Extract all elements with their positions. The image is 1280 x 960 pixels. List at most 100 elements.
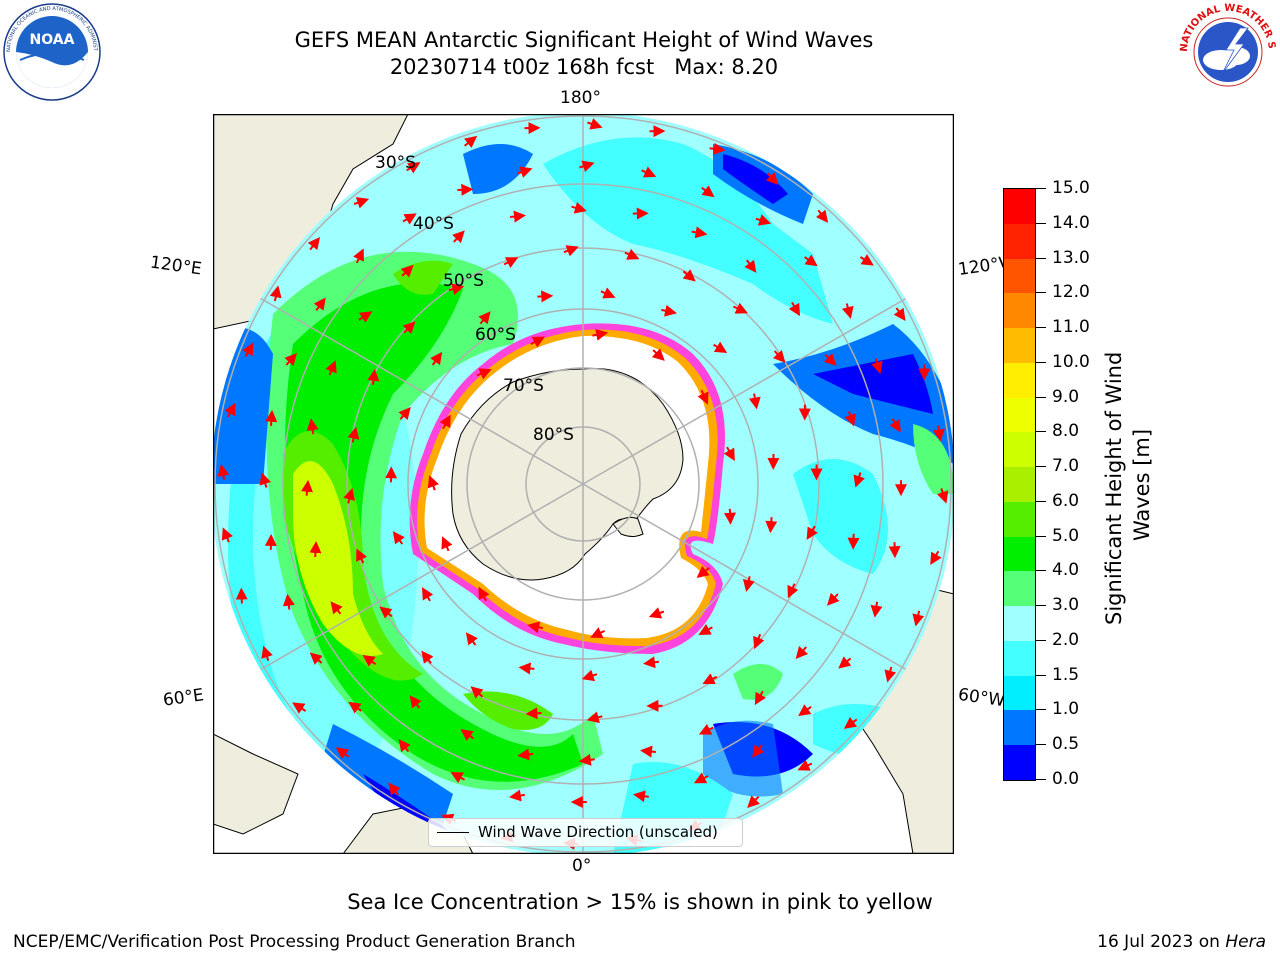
wind-wave-arrow xyxy=(713,341,728,354)
wind-wave-arrow xyxy=(525,707,542,720)
wind-wave-arrow xyxy=(747,795,760,809)
wind-wave-arrow xyxy=(421,650,434,664)
wind-wave-arrow xyxy=(843,716,858,729)
colorbar-tick xyxy=(1036,744,1046,746)
colorbar-segment xyxy=(1004,640,1035,676)
wind-wave-arrow xyxy=(696,565,710,578)
plot-subtitle: 20230714 t00z 168h fcst Max: 8.20 xyxy=(389,55,779,79)
wind-wave-arrow xyxy=(698,723,714,735)
wind-wave-arrow xyxy=(643,656,660,669)
sea-ice-note: Sea Ice Concentration > 15% is shown in … xyxy=(347,890,933,914)
wind-wave-arrow xyxy=(641,166,657,178)
colorbar-segment xyxy=(1004,258,1035,294)
colorbar-tick xyxy=(1036,709,1046,711)
wind-wave-arrow xyxy=(439,414,451,430)
wind-wave-arrow xyxy=(402,321,416,335)
wind-wave-arrow xyxy=(753,633,765,650)
wind-wave-arrow xyxy=(261,645,273,662)
lat-label-60s: 60°S xyxy=(475,325,516,345)
wind-wave-arrow xyxy=(503,257,519,268)
wind-wave-arrow xyxy=(640,745,657,758)
wind-wave-arrow xyxy=(936,488,949,504)
noaa-logo-text: NOAA xyxy=(30,32,75,48)
wind-wave-arrow xyxy=(884,666,897,683)
colorbar-segment xyxy=(1004,745,1035,780)
colorbar-tick xyxy=(1036,674,1046,676)
wind-wave-arrow xyxy=(402,213,417,225)
wind-wave-arrow xyxy=(269,285,282,302)
wind-wave-arrow xyxy=(871,358,883,374)
wind-wave-arrow xyxy=(224,402,236,418)
wind-wave-arrow xyxy=(309,652,323,665)
colorbar-tick-label: 12.0 xyxy=(1052,282,1090,303)
wind-wave-arrow xyxy=(709,142,726,155)
colorbar-tick xyxy=(1036,327,1046,329)
wind-wave-arrow xyxy=(624,248,640,260)
wind-wave-arrow xyxy=(307,236,321,251)
plot-title: GEFS MEAN Antarctic Significant Height o… xyxy=(294,28,874,52)
wind-wave-arrow xyxy=(325,360,337,376)
colorbar xyxy=(1003,188,1036,781)
wind-wave-arrow xyxy=(452,230,465,244)
wind-wave-arrow xyxy=(765,172,779,185)
wind-wave-arrow xyxy=(592,328,609,341)
wind-wave-arrow xyxy=(698,623,713,635)
wind-wave-arrow xyxy=(859,254,874,266)
wind-wave-arrow xyxy=(347,426,360,443)
wind-wave-arrow xyxy=(578,753,595,766)
wind-wave-arrow xyxy=(356,548,368,564)
colorbar-tick-label: 1.0 xyxy=(1052,699,1080,720)
colorbar-tick-label: 1.5 xyxy=(1052,664,1080,685)
wind-wave-arrow xyxy=(797,759,813,771)
date-stamp: 16 Jul 2023 on Hera xyxy=(1097,932,1266,952)
wind-wave-arrow xyxy=(701,185,715,198)
colorbar-tick-label: 3.0 xyxy=(1052,595,1080,616)
wind-wave-arrow xyxy=(457,183,474,196)
date-text: 16 Jul 2023 on xyxy=(1097,932,1220,952)
lon-label-120e: 120°E xyxy=(148,252,203,280)
wind-wave-arrow xyxy=(242,342,254,358)
colorbar-segment xyxy=(1004,328,1035,363)
wind-wave-arrow xyxy=(889,418,901,433)
lat-label-80s: 80°S xyxy=(533,425,574,445)
wind-wave-arrow xyxy=(517,748,534,761)
colorbar-tick-label: 14.0 xyxy=(1052,212,1090,233)
wind-wave-arrow xyxy=(460,729,474,741)
wind-wave-arrow xyxy=(787,583,799,599)
wind-wave-arrow xyxy=(661,304,677,317)
wind-wave-arrow xyxy=(587,118,603,130)
wind-wave-arrow xyxy=(353,197,370,209)
wind-wave-arrow xyxy=(292,702,307,714)
wind-wave-arrow xyxy=(259,472,272,488)
wind-wave-arrow xyxy=(537,290,554,303)
lon-label-60e: 60°E xyxy=(161,685,206,711)
wind-wave-arrow xyxy=(358,311,373,323)
wind-wave-arrow xyxy=(362,654,377,667)
wind-wave-arrow xyxy=(388,782,401,796)
wind-wave-arrow xyxy=(301,479,313,496)
wind-wave-arrow xyxy=(651,348,665,361)
colorbar-tick xyxy=(1036,466,1046,468)
wind-wave-arrow xyxy=(798,704,812,717)
colorbar-tick-label: 0.0 xyxy=(1052,769,1080,789)
wind-wave-arrow xyxy=(853,472,865,488)
colorbar-tick xyxy=(1036,639,1046,641)
wind-wave-arrow xyxy=(330,601,343,615)
colorbar-tick-label: 4.0 xyxy=(1052,560,1080,581)
colorbar-segment xyxy=(1004,188,1035,224)
wind-wave-arrow xyxy=(335,747,350,760)
wind-wave-arrow xyxy=(697,389,709,405)
colorbar-segment xyxy=(1004,293,1035,329)
colorbar-tick xyxy=(1036,361,1046,363)
colorbar-title: Significant Height of Wind Waves [m] xyxy=(1096,190,1166,780)
wind-wave-arrow xyxy=(648,607,665,619)
wind-wave-arrow xyxy=(932,425,945,442)
wind-wave-arrow xyxy=(348,701,362,714)
wind-wave-arrow xyxy=(265,409,278,426)
wind-wave-arrow xyxy=(841,303,854,319)
wind-wave-arrow xyxy=(815,209,829,223)
nws-logo: NATIONAL WEATHER SERVICE xyxy=(1174,0,1278,102)
wind-wave-arrow xyxy=(742,576,755,592)
wind-wave-arrow xyxy=(748,393,761,410)
colorbar-tick xyxy=(1036,500,1046,502)
